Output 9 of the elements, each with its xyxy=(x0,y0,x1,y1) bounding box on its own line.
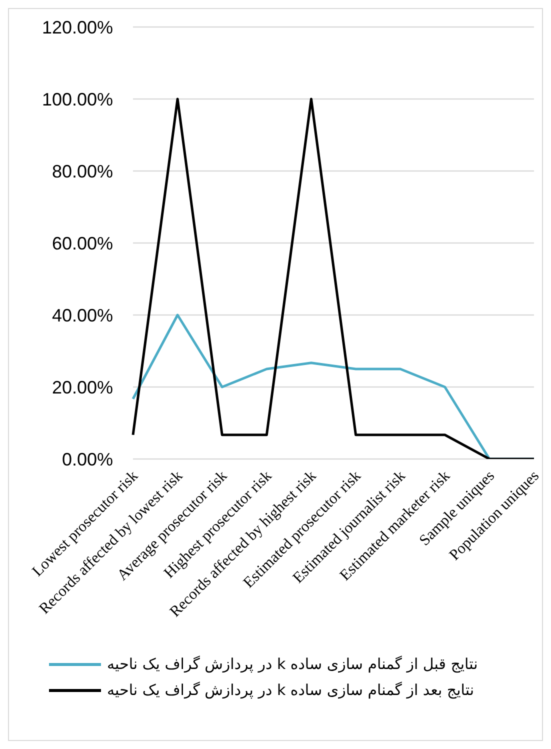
y-tick-label: 0.00% xyxy=(62,449,113,470)
y-tick-label: 80.00% xyxy=(52,161,113,182)
y-tick-label: 120.00% xyxy=(42,17,113,38)
y-tick-label: 20.00% xyxy=(52,377,113,398)
y-tick-label: 100.00% xyxy=(42,89,113,110)
y-tick-label: 40.00% xyxy=(52,305,113,326)
y-tick-label: 60.00% xyxy=(52,233,113,254)
legend-label: نتایج بعد از گمنام سازی ساده k در پردازش گراف یک ناحیه xyxy=(107,681,474,699)
legend-label: نتایج قبل از گمنام سازی ساده k در پردازش گراف یک ناحیه xyxy=(107,655,478,673)
